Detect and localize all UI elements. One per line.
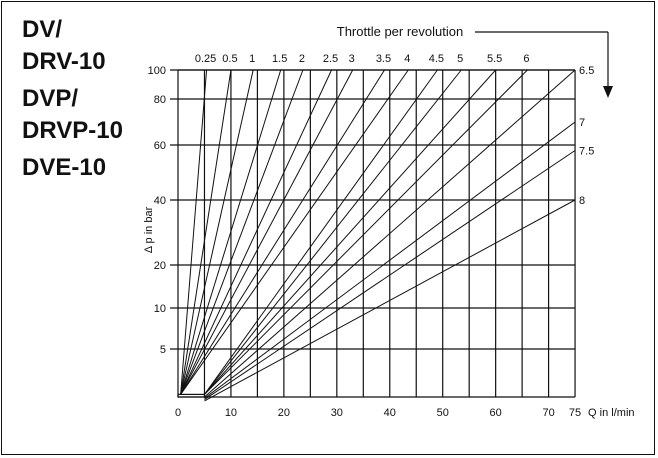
series-line-6-5 <box>204 69 576 398</box>
series-label: 2.5 <box>323 53 338 65</box>
y-tick-label: 40 <box>154 195 166 207</box>
series-label: 1 <box>249 53 255 65</box>
series-label: 7.5 <box>579 146 594 158</box>
arrow-down-icon <box>603 86 613 98</box>
y-tick-label: 20 <box>154 260 166 272</box>
series-label: 3.5 <box>376 53 391 65</box>
x-tick-label: 20 <box>278 407 290 419</box>
series-line-3 <box>180 69 354 395</box>
x-tick-label: 50 <box>437 407 449 419</box>
x-tick-label: 0 <box>175 407 181 419</box>
series-line-4 <box>180 69 409 395</box>
series-line-7-5 <box>204 150 576 401</box>
series-label: 0.5 <box>222 53 237 65</box>
series-label: 4 <box>404 53 410 65</box>
series-label: 7 <box>579 117 585 129</box>
series-label: 4.5 <box>429 53 444 65</box>
series-line-5 <box>204 69 462 395</box>
x-axis-label: Q in l/min <box>588 407 634 419</box>
series-label: 8 <box>579 195 585 207</box>
grid-lines <box>170 69 576 398</box>
series-label: 2 <box>299 53 305 65</box>
series-labels: 0.25 0.5 1 1.5 2 2.5 3 3.5 4 4.5 5 5.5 6 6.5 7 7.5 8 <box>195 53 594 207</box>
series-line-4-5 <box>204 69 438 395</box>
series-line-2 <box>180 69 304 395</box>
x-tick-label: 70 <box>542 407 554 419</box>
x-tick-label: 60 <box>490 407 502 419</box>
series-label: 1.5 <box>272 53 287 65</box>
y-tick-label: 5 <box>160 344 166 356</box>
x-tick-label: 75 <box>569 407 581 419</box>
series-line-5-5 <box>204 69 497 395</box>
title-line-dv: DV/ <box>22 16 63 43</box>
title-line-drv10: DRV-10 <box>22 48 106 75</box>
title-line-dvp: DVP/ <box>22 85 79 112</box>
series-label: 6.5 <box>579 65 594 77</box>
x-tick-label: 40 <box>384 407 396 419</box>
series-lines <box>180 69 576 402</box>
y-tick-label: 10 <box>154 303 166 315</box>
series-line-1-5 <box>180 69 282 395</box>
throttle-annotation: Throttle per revolution <box>337 24 613 98</box>
series-line-8 <box>204 199 576 402</box>
title-line-dve10: DVE-10 <box>22 154 107 181</box>
series-label: 5 <box>457 53 463 65</box>
series-label: 0.25 <box>195 53 216 65</box>
series-line-0-25 <box>180 69 208 395</box>
y-tick-label: 60 <box>154 140 166 152</box>
series-line-7 <box>204 121 576 399</box>
y-axis-label: Δ p in bar <box>143 206 155 253</box>
title-line-drvp10: DRVP-10 <box>22 117 123 144</box>
series-line-6 <box>204 69 528 395</box>
annotation-text: Throttle per revolution <box>337 24 463 39</box>
series-line-0-5 <box>180 69 232 395</box>
series-label: 5.5 <box>487 53 502 65</box>
axis-labels: 5 10 20 40 60 80 100 0 10 20 30 40 50 60 70 75 Q in l/mi… <box>143 65 635 419</box>
series-label: 6 <box>523 53 529 65</box>
x-tick-label: 30 <box>331 407 343 419</box>
series-line-3-5 <box>180 69 385 395</box>
series-line-1 <box>180 69 254 395</box>
x-tick-label: 10 <box>225 407 237 419</box>
series-label: 3 <box>349 53 355 65</box>
origin-box <box>177 393 206 398</box>
series-line-2-5 <box>180 69 332 395</box>
y-tick-label: 100 <box>148 65 166 77</box>
y-tick-label: 80 <box>154 94 166 106</box>
